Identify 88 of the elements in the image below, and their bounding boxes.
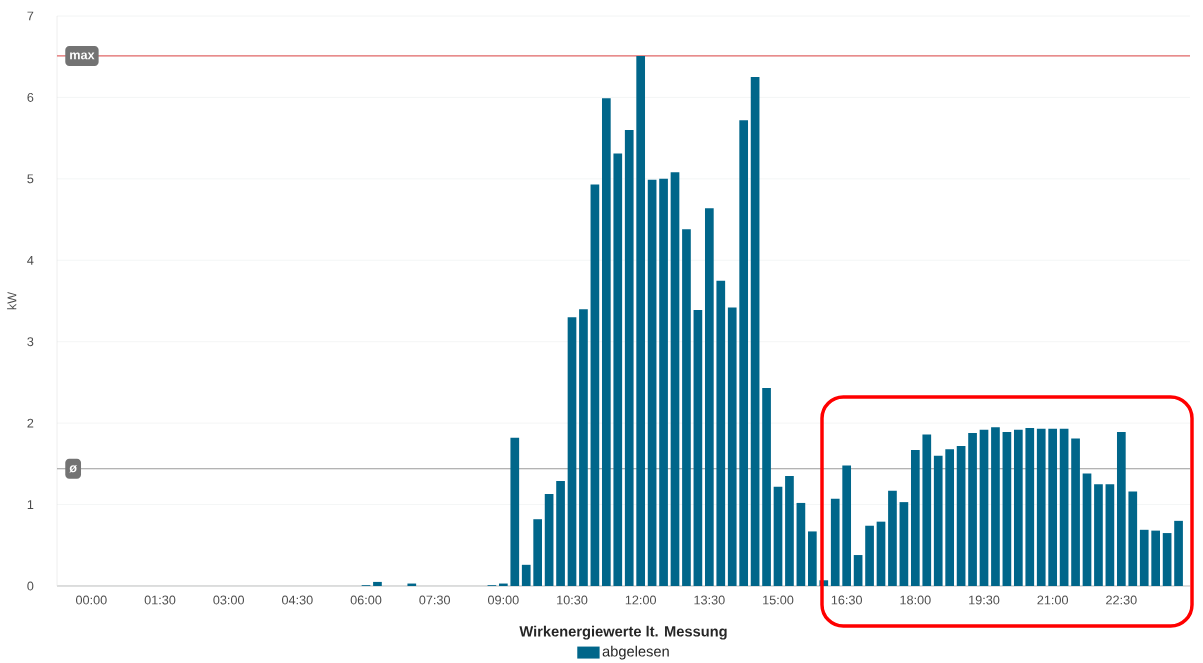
x-tick-label: 18:00	[900, 595, 931, 605]
bar	[1048, 428, 1058, 586]
x-tick-label: 16:30	[831, 595, 863, 605]
bar	[933, 455, 943, 586]
y-tick-label: 2	[27, 418, 34, 428]
bar	[590, 184, 600, 586]
x-tick-label: 15:00	[763, 595, 794, 605]
y-tick-label: 0	[27, 581, 34, 591]
bar	[830, 498, 840, 586]
x-tick-label: 00:00	[76, 595, 107, 605]
bar	[785, 476, 794, 586]
bar	[682, 229, 691, 586]
x-tick-label: 22:30	[1106, 595, 1137, 605]
bar	[910, 450, 920, 586]
bar	[579, 309, 588, 586]
bar	[773, 486, 783, 586]
bar	[1139, 529, 1149, 586]
bar	[1174, 520, 1183, 586]
bar	[979, 429, 989, 586]
bar	[567, 317, 577, 586]
bar	[1128, 491, 1138, 586]
bar	[991, 427, 1000, 586]
bar	[865, 525, 874, 586]
bar	[842, 465, 852, 586]
bar	[1059, 428, 1069, 586]
bar	[956, 445, 966, 586]
x-tick-label: 03:00	[213, 595, 245, 605]
x-tick-label: 07:30	[419, 595, 451, 605]
x-tick-label: 10:30	[557, 595, 588, 605]
y-tick-label: 4	[27, 255, 34, 265]
bar	[636, 55, 646, 586]
bar	[853, 555, 863, 586]
bar	[876, 521, 886, 586]
x-tick-label: 04:30	[282, 595, 313, 605]
y-tick-label: 7	[27, 11, 34, 21]
bar	[796, 502, 806, 586]
bar	[727, 307, 737, 586]
bar	[968, 432, 977, 586]
bar	[556, 480, 565, 586]
bar	[521, 564, 531, 586]
bar	[739, 120, 749, 586]
bar	[888, 490, 897, 586]
ref-line-label: max	[70, 52, 95, 60]
x-tick-label: 21:00	[1037, 595, 1069, 605]
y-axis-title: kW	[7, 291, 17, 310]
x-tick-label: 09:00	[487, 595, 519, 605]
bar	[716, 280, 726, 586]
bar	[659, 178, 668, 586]
y-tick-label: 3	[27, 337, 34, 347]
bar	[807, 531, 817, 586]
bar	[693, 309, 703, 586]
bar	[373, 581, 382, 586]
x-tick-label: 19:30	[969, 595, 1000, 605]
bar	[601, 98, 611, 586]
bar	[544, 493, 554, 586]
y-tick-label: 5	[27, 174, 34, 184]
bar	[762, 388, 771, 586]
bar	[899, 502, 909, 586]
bar	[1105, 484, 1115, 586]
bar	[704, 208, 714, 586]
bar	[613, 153, 623, 586]
bar	[1002, 432, 1012, 586]
legend-label: abgelesen	[602, 645, 669, 660]
ref-line-label: ø	[69, 465, 77, 473]
bar	[945, 449, 955, 586]
legend-title: Wirkenergiewerte lt. Messung	[519, 625, 727, 640]
x-tick-label: 01:30	[144, 595, 176, 605]
bar	[750, 77, 760, 586]
bar	[1162, 533, 1172, 586]
y-tick-label: 1	[27, 500, 34, 509]
bar	[1151, 530, 1161, 586]
bar	[1094, 484, 1103, 586]
x-tick-label: 12:00	[625, 595, 657, 605]
y-tick-label: 6	[27, 92, 34, 102]
bar	[1025, 428, 1035, 586]
bar	[624, 130, 634, 586]
bar	[510, 437, 520, 586]
x-tick-label: 13:30	[694, 595, 725, 605]
bar	[1082, 473, 1092, 586]
bar	[647, 179, 657, 586]
bar	[922, 434, 932, 586]
x-tick-label: 06:00	[350, 595, 382, 605]
bar	[1071, 438, 1080, 586]
bar	[1013, 429, 1023, 586]
bar	[533, 519, 543, 586]
bar	[670, 172, 680, 586]
bar	[1036, 428, 1046, 586]
bar	[1116, 432, 1126, 586]
